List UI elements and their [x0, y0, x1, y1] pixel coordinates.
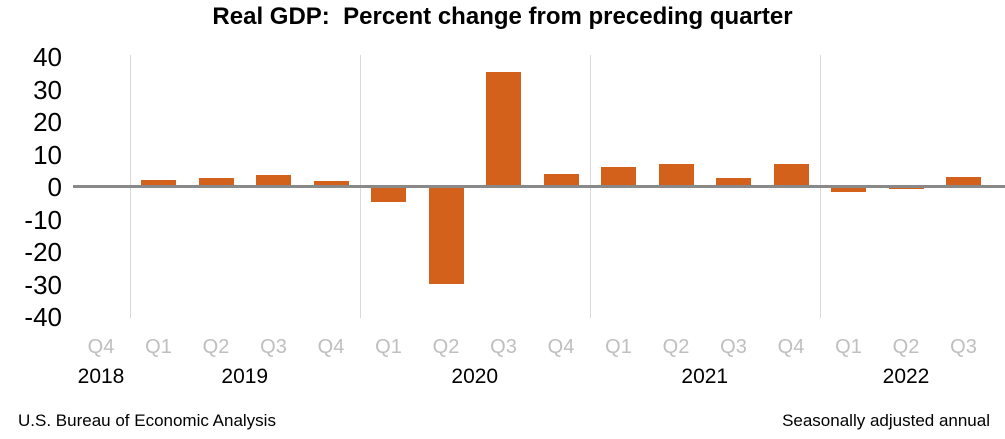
year-label: 2021 [681, 365, 729, 388]
quarter-label: Q3 [260, 336, 287, 358]
bar-2019-Q3 [256, 175, 291, 187]
y-tick-label: 30 [33, 74, 62, 105]
y-tick-label: -20 [24, 237, 62, 267]
bar-2020-Q4 [543, 174, 579, 187]
quarter-label: Q1 [605, 336, 632, 358]
bar-2019-Q1 [141, 179, 176, 187]
bar-2022-Q3 [946, 176, 981, 187]
source-caption: U.S. Bureau of Economic Analysis [18, 411, 276, 430]
y-tick-label: -10 [24, 204, 62, 235]
quarter-label: Q4 [777, 336, 805, 358]
bar-2021-Q1 [601, 166, 636, 187]
bar-2021-Q2 [658, 164, 694, 187]
bar-2021-Q4 [773, 164, 809, 187]
quarter-label: Q3 [490, 336, 517, 358]
quarter-label: Q1 [375, 336, 402, 358]
quarter-label: Q3 [720, 336, 747, 358]
y-tick-label: -40 [24, 302, 62, 332]
quarter-label: Q2 [432, 336, 460, 358]
x-axis-zero-line [73, 185, 1005, 188]
quarter-label: Q2 [892, 336, 920, 358]
bar-2020-Q2 [428, 187, 464, 285]
year-label: 2018 [77, 365, 125, 388]
y-tick-label: 10 [33, 139, 62, 170]
year-label: 2020 [451, 365, 499, 388]
bar-2019-Q4 [313, 181, 349, 187]
quarter-label: Q2 [202, 336, 230, 358]
year-label: 2019 [221, 365, 269, 388]
quarter-label: Q4 [547, 336, 575, 358]
y-tick-label: 40 [33, 42, 62, 72]
bar-2022-Q1 [831, 187, 866, 193]
quarter-label: Q1 [145, 336, 172, 358]
year-label: 2022 [882, 365, 930, 388]
quarter-label: Q2 [662, 336, 690, 358]
y-tick-label: 20 [33, 107, 62, 137]
y-tick-label: 0 [47, 172, 62, 202]
quarter-label: Q4 [317, 336, 345, 358]
bar-2021-Q3 [716, 178, 751, 187]
bar-2019-Q2 [198, 178, 234, 187]
bar-2020-Q3 [486, 72, 521, 187]
quarter-label: Q4 [87, 336, 115, 358]
quarter-label: Q1 [835, 336, 862, 358]
quarter-label: Q3 [950, 336, 977, 358]
bar-2020-Q1 [371, 187, 406, 202]
chart-title: Real GDP: Percent change from preceding … [212, 3, 793, 30]
y-tick-label: -30 [24, 269, 62, 300]
adjustment-note: Seasonally adjusted annual [782, 411, 990, 430]
